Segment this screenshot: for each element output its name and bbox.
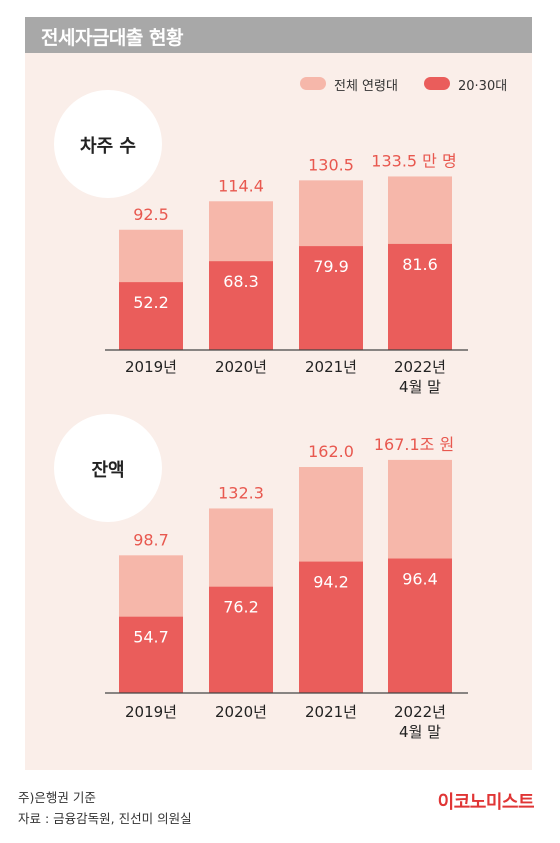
chart2-tick-label-3: 2021년: [305, 703, 357, 721]
chart2-tick-label-4-line1: 2022년: [394, 703, 446, 721]
chart2-young-label-3: 94.2: [313, 573, 349, 592]
chart1-total-label-3: 130.5: [308, 155, 354, 174]
chart1-young-label-3: 79.9: [313, 257, 349, 276]
chart1-tick-label-1: 2019년: [125, 358, 177, 376]
chart1-bar-young-3: [299, 246, 363, 350]
chart1-title: 차주 수: [80, 136, 136, 157]
chart1-total-label-4: 133.5 만 명: [371, 151, 456, 170]
chart1-tick-label-3: 2021년: [305, 358, 357, 376]
chart1-bar-young-1: [119, 282, 183, 350]
chart1-tick-label-4-line2: 4월 말: [399, 378, 441, 396]
chart1-young-label-1: 52.2: [133, 293, 169, 312]
chart2-tick-label-2: 2020년: [215, 703, 267, 721]
page-title: 전세자금대출 현황: [41, 27, 183, 49]
chart2-young-label-2: 76.2: [223, 598, 259, 617]
legend-total-label: 전체 연령대: [334, 79, 398, 94]
chart1-total-label-2: 114.4: [218, 176, 264, 195]
chart2-title-circle: 잔액: [54, 414, 162, 522]
chart1-tick-label-4-line1: 2022년: [394, 358, 446, 376]
legend-total-swatch: [300, 77, 326, 90]
chart1-bar-young-4: [388, 243, 452, 350]
chart2-total-label-1: 98.7: [133, 530, 169, 549]
chart2-bar-young-1: [119, 616, 183, 693]
chart2-title: 잔액: [91, 460, 125, 481]
title-bar: 전세자금대출 현황: [25, 17, 532, 53]
chart2-young-label-4: 96.4: [402, 570, 438, 589]
chart2-young-label-1: 54.7: [133, 628, 169, 647]
legend-young-swatch: [424, 77, 450, 90]
chart2-bar-young-2: [209, 586, 273, 693]
chart1-total-label-1: 92.5: [133, 205, 169, 224]
chart1-young-label-2: 68.3: [223, 272, 259, 291]
footer-note: 주)은행권 기준: [18, 790, 96, 805]
chart2-bar-young-4: [388, 558, 452, 693]
chart1-young-label-4: 81.6: [402, 255, 438, 274]
chart1-title-circle: 차주 수: [54, 90, 162, 198]
chart2-tick-label-4-line2: 4월 말: [399, 723, 441, 741]
chart2-total-label-2: 132.3: [218, 483, 264, 502]
chart2-total-label-4: 167.1조 원: [374, 435, 454, 454]
chart2-tick-label-1: 2019년: [125, 703, 177, 721]
chart1-bar-young-2: [209, 261, 273, 350]
legend-young-label: 20·30대: [458, 79, 508, 94]
chart2-bar-young-3: [299, 561, 363, 693]
chart2-total-label-3: 162.0: [308, 442, 354, 461]
brand-logo: 이코노미스트: [437, 792, 535, 813]
footer-source: 자료 : 금융감독원, 진선미 의원실: [18, 811, 192, 826]
chart1-tick-label-2: 2020년: [215, 358, 267, 376]
